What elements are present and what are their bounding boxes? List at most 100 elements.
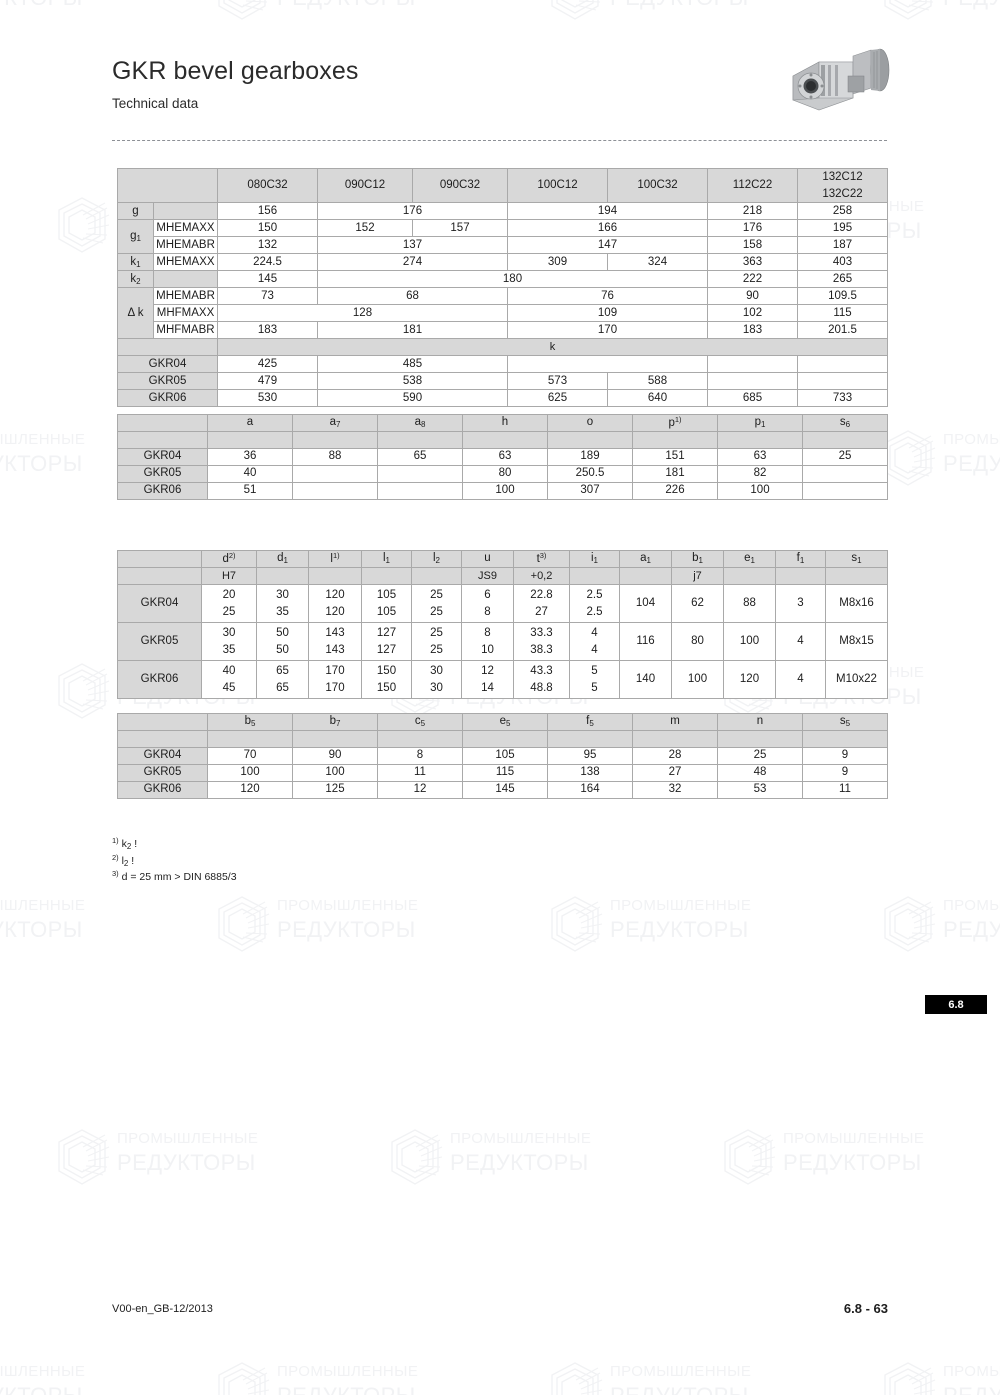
data-cell: 573	[507, 372, 608, 391]
data-cell-pair: 40 45	[201, 660, 257, 699]
column-subheader	[256, 567, 309, 585]
column-header: f1	[775, 550, 826, 568]
column-subheader	[207, 730, 293, 748]
row-label: GKR04	[117, 747, 208, 765]
data-cell: 324	[607, 253, 708, 272]
data-cell: M10x22	[825, 660, 888, 699]
data-cell: 258	[797, 202, 888, 221]
data-cell: 363	[707, 253, 798, 272]
data-cell: 189	[547, 448, 633, 466]
row-label: GKR06	[117, 660, 202, 699]
data-cell	[292, 465, 378, 483]
column-subheader	[361, 567, 412, 585]
row-symbol: Δ k	[117, 287, 154, 340]
column-subheader	[717, 730, 803, 748]
header-corner	[117, 713, 208, 731]
data-cell: 187	[797, 236, 888, 255]
data-cell: 11	[802, 781, 888, 799]
row-variant: MHEMAXX	[153, 253, 218, 272]
data-cell: 65	[377, 448, 463, 466]
data-cell: 63	[462, 448, 548, 466]
column-header: 100C32	[607, 167, 708, 204]
data-cell: 120	[723, 660, 776, 699]
column-header: s1	[825, 550, 888, 568]
page-section-tab: 6.8	[925, 995, 987, 1014]
table-row: k2 145 180 222 265	[117, 270, 888, 289]
row-label: GKR05	[117, 465, 208, 483]
data-cell	[707, 355, 798, 374]
row-label: GKR06	[117, 482, 208, 500]
data-cell: 105	[462, 747, 548, 765]
column-subheader	[292, 431, 378, 449]
data-cell: 222	[707, 270, 798, 289]
data-cell: 9	[802, 747, 888, 765]
data-cell: 150	[217, 219, 318, 238]
data-cell: 250.5	[547, 465, 633, 483]
data-cell	[707, 372, 798, 391]
row-symbol: g	[117, 202, 154, 221]
k-band-corner	[117, 338, 218, 357]
data-cell: 183	[217, 321, 318, 340]
data-cell: 640	[607, 389, 708, 408]
column-subheader	[569, 567, 620, 585]
data-cell: 224.5	[217, 253, 318, 272]
data-cell: 176	[707, 219, 798, 238]
data-cell: 109.5	[797, 287, 888, 306]
data-cell: 125	[292, 781, 378, 799]
table-gearbox-dimensions-g-k: 080C32 090C12 090C32 100C12 100C32 112C22 132C…	[117, 167, 888, 408]
row-label: GKR04	[117, 355, 218, 374]
data-cell: 36	[207, 448, 293, 466]
row-label: GKR05	[117, 622, 202, 661]
table-row: GKR04 36 88 65 63 189 151 63 25	[117, 448, 888, 466]
data-cell: 538	[317, 372, 508, 391]
data-cell: 156	[217, 202, 318, 221]
column-header: a8	[377, 414, 463, 432]
data-cell: 53	[717, 781, 803, 799]
data-cell: 425	[217, 355, 318, 374]
column-subheader	[462, 730, 548, 748]
data-cell-pair: 22.8 27	[513, 584, 570, 623]
data-cell: 100	[292, 764, 378, 782]
row-label: GKR06	[117, 781, 208, 799]
data-cell: 80	[462, 465, 548, 483]
data-cell: 28	[632, 747, 718, 765]
table-row: 080C32 090C12 090C32 100C12 100C32 112C22 132C…	[117, 167, 888, 204]
data-cell: 140	[619, 660, 672, 699]
column-header: p1	[717, 414, 803, 432]
table-shaft-and-key-dimensions: d2) d1 l1) l1 l2 u t3) i1 a1 b1 e1 f1 s1 H7 JS9 +0,2 j7 G…	[117, 550, 888, 699]
data-cell	[292, 482, 378, 500]
data-cell: 4	[775, 622, 826, 661]
data-cell: 100	[717, 482, 803, 500]
data-cell: 51	[207, 482, 293, 500]
data-cell: 32	[632, 781, 718, 799]
column-header: i1	[569, 550, 620, 568]
data-cell-pair: 120 120	[308, 584, 362, 623]
column-subheader	[723, 567, 776, 585]
data-cell: 11	[377, 764, 463, 782]
table-row: GKR05 40 80 250.5 181 82	[117, 465, 888, 483]
data-cell: 145	[217, 270, 318, 289]
data-cell-pair: 65 65	[256, 660, 309, 699]
data-cell: 485	[317, 355, 508, 374]
data-cell: 109	[507, 304, 708, 323]
column-subheader	[825, 567, 888, 585]
data-cell: 181	[632, 465, 718, 483]
column-subheader	[308, 567, 362, 585]
footnote-item: 1) k2 !	[112, 836, 138, 851]
column-header: n	[717, 713, 803, 731]
row-label: GKR04	[117, 448, 208, 466]
data-cell-pair: 170 170	[308, 660, 362, 699]
table-flange-dimensions-b-c-e-f-m-n-s: b5 b7 c5 e5 f5 m n s5 GKR04 70 90 8 105 95 28 25 9 GKR05 1…	[117, 713, 888, 799]
column-subheader	[207, 431, 293, 449]
column-subheader: +0,2	[513, 567, 570, 585]
column-header: m	[632, 713, 718, 731]
data-cell: 201.5	[797, 321, 888, 340]
column-header: a	[207, 414, 293, 432]
data-cell	[802, 465, 888, 483]
column-subheader: JS9	[461, 567, 514, 585]
data-cell: 145	[462, 781, 548, 799]
data-cell: 158	[707, 236, 798, 255]
column-header: b7	[292, 713, 378, 731]
data-cell: 82	[717, 465, 803, 483]
